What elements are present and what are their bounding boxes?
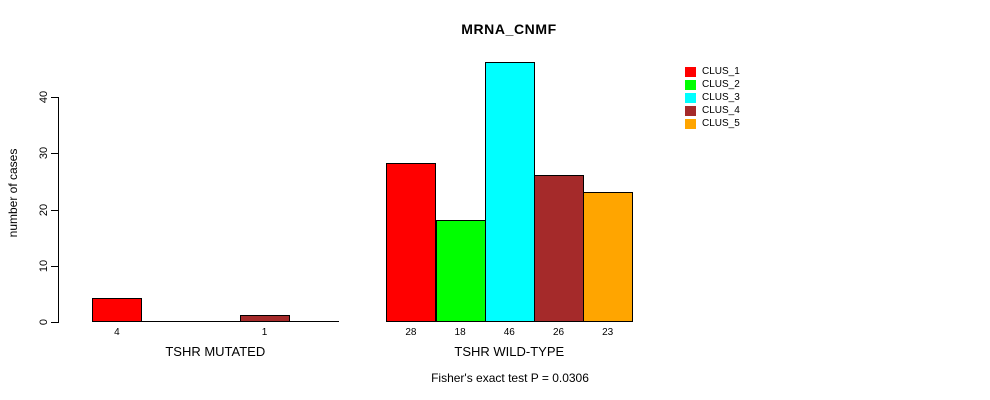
legend-row: CLUS_5 <box>685 118 755 131</box>
bar-clus_5 <box>583 192 634 322</box>
bar-clus_4 <box>533 175 585 322</box>
legend-row: CLUS_1 <box>685 66 755 79</box>
y-tick <box>51 322 58 323</box>
bar-value-label: 1 <box>261 327 268 338</box>
bar-clus_1 <box>386 163 437 322</box>
legend-swatch-clus_4 <box>685 106 696 116</box>
y-tick <box>51 265 58 267</box>
y-tick-label: 0 <box>38 318 50 326</box>
bar-value-label: 4 <box>114 327 120 338</box>
bar-clus_1 <box>92 298 143 322</box>
y-tick <box>51 97 58 98</box>
group-label: TSHR WILD-TYPE <box>454 344 565 359</box>
y-axis-label: number of cases <box>6 148 20 238</box>
bar-value-label: 26 <box>552 327 565 338</box>
y-tick <box>51 209 58 211</box>
y-tick-label: 10 <box>38 259 50 272</box>
bar-zero-segment <box>289 321 340 322</box>
legend-row: CLUS_4 <box>685 105 755 118</box>
legend-label: CLUS_4 <box>702 105 740 116</box>
legend-label: CLUS_2 <box>702 79 740 90</box>
legend-swatch-clus_2 <box>685 80 696 90</box>
y-tick-label: 30 <box>38 147 50 160</box>
y-tick <box>51 153 58 155</box>
bar-zero-segment <box>190 321 241 322</box>
legend-label: CLUS_1 <box>702 66 740 77</box>
y-axis-line <box>58 97 59 323</box>
bar-clus_2 <box>435 220 486 322</box>
y-tick-label: 40 <box>38 90 50 104</box>
bar-clus_4 <box>239 315 291 322</box>
bar-zero-segment <box>141 321 192 322</box>
fisher-test-annotation: Fisher's exact test P = 0.0306 <box>431 371 589 385</box>
legend-row: CLUS_3 <box>685 92 755 105</box>
bar-value-label: 28 <box>405 327 417 338</box>
bar-clus_3 <box>484 62 535 322</box>
legend-row: CLUS_2 <box>685 79 755 92</box>
bar-value-label: 18 <box>454 327 466 338</box>
legend-swatch-clus_5 <box>685 119 696 129</box>
y-tick-label: 20 <box>38 203 50 216</box>
legend-label: CLUS_5 <box>702 118 740 129</box>
legend-swatch-clus_1 <box>685 67 696 77</box>
bar-value-label: 46 <box>503 327 515 338</box>
chart-title: MRNA_CNMF <box>461 21 557 37</box>
legend-label: CLUS_3 <box>702 92 740 103</box>
bar-value-label: 23 <box>602 327 614 338</box>
group-label: TSHR MUTATED <box>165 344 266 359</box>
legend-swatch-clus_3 <box>685 93 696 103</box>
